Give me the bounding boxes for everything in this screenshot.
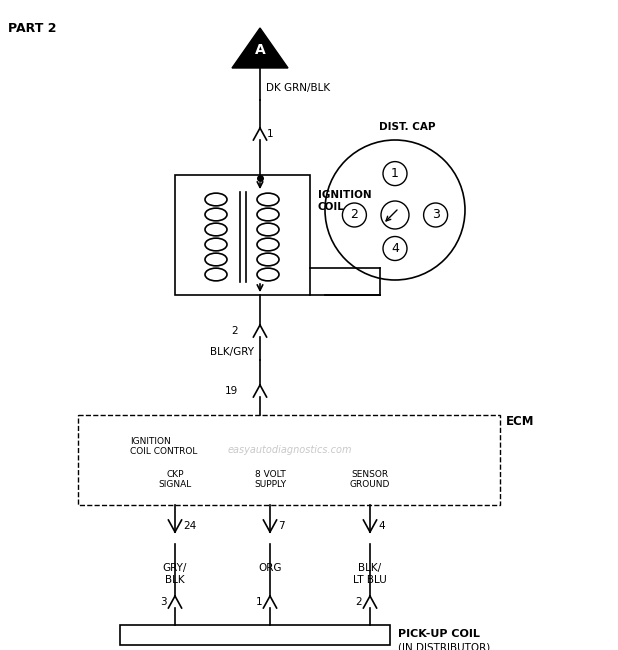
- Text: 3: 3: [161, 597, 167, 607]
- Text: 1: 1: [267, 129, 274, 139]
- Polygon shape: [232, 28, 288, 68]
- Text: SENSOR
GROUND: SENSOR GROUND: [350, 470, 390, 489]
- Text: 19: 19: [225, 386, 238, 396]
- Text: (IN DISTRIBUTOR): (IN DISTRIBUTOR): [398, 642, 490, 650]
- Text: 24: 24: [183, 521, 197, 531]
- Text: GRY/
BLK: GRY/ BLK: [163, 563, 187, 584]
- Text: BLK/GRY: BLK/GRY: [210, 347, 254, 357]
- Text: 4: 4: [378, 521, 384, 531]
- Text: DK GRN/BLK: DK GRN/BLK: [266, 83, 330, 93]
- Text: 4: 4: [391, 242, 399, 255]
- Text: DIST. CAP: DIST. CAP: [379, 122, 435, 132]
- Text: 2: 2: [350, 209, 358, 222]
- Text: CKP
SIGNAL: CKP SIGNAL: [158, 470, 192, 489]
- Text: 1: 1: [255, 597, 262, 607]
- Text: 7: 7: [278, 521, 285, 531]
- Text: IGNITION
COIL: IGNITION COIL: [318, 190, 371, 212]
- Text: PART 2: PART 2: [8, 22, 56, 35]
- Text: 1: 1: [391, 167, 399, 180]
- Text: ECM: ECM: [506, 415, 535, 428]
- Text: 2: 2: [355, 597, 362, 607]
- Text: easyautodiagnostics.com: easyautodiagnostics.com: [228, 445, 352, 455]
- Text: 2: 2: [231, 326, 238, 336]
- Text: A: A: [255, 43, 265, 57]
- Bar: [78, 415, 500, 505]
- Bar: [175, 175, 310, 295]
- Text: 8 VOLT
SUPPLY: 8 VOLT SUPPLY: [254, 470, 286, 489]
- Text: 3: 3: [431, 209, 439, 222]
- Text: ORG: ORG: [258, 563, 282, 573]
- Bar: [120, 625, 390, 645]
- Text: IGNITION
COIL CONTROL: IGNITION COIL CONTROL: [130, 437, 197, 456]
- Text: PICK-UP COIL: PICK-UP COIL: [398, 629, 480, 639]
- Text: BLK/
LT BLU: BLK/ LT BLU: [353, 563, 387, 584]
